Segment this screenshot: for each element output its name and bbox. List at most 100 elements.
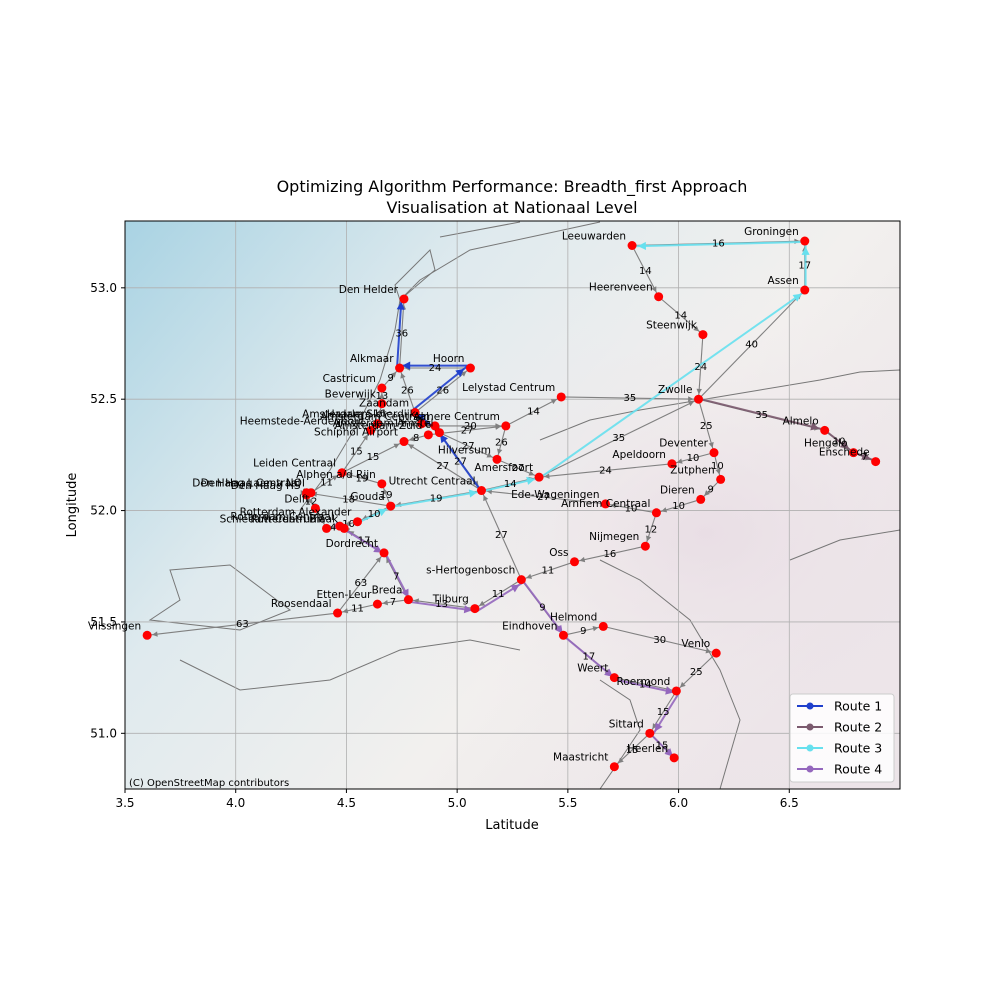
station-labels: Groningen Leeuwarden Assen Heerenveen Den He… — [88, 226, 870, 764]
route-arrowhead — [664, 748, 674, 757]
y-axis-label: Longitude — [65, 473, 80, 538]
edge-weight-label: 9 — [580, 626, 586, 637]
edge-weight-label: 14 — [527, 406, 540, 417]
station-label-helmond: Helmond — [550, 611, 597, 623]
edge-lelystad-centrum-zwolle — [561, 396, 699, 400]
edge-amersfoort-zwolle — [538, 398, 699, 478]
edge-arrowhead — [408, 436, 415, 442]
edge-weight-label: 25 — [700, 421, 713, 432]
station-lelystad-centrum — [556, 392, 566, 402]
station-gouda — [386, 501, 396, 511]
edge-arrowhead — [544, 473, 550, 479]
station-label-zutphen: Zutphen — [670, 464, 714, 476]
edge-weight-label: 27 — [495, 530, 508, 541]
route-arrowhead — [373, 544, 383, 553]
edge-weight-label: 30 — [653, 635, 666, 646]
station-label-zaandam: Zaandam — [359, 398, 409, 410]
station-almere-centrum — [501, 421, 511, 431]
edge-weight-label: 11 — [320, 478, 333, 489]
edge-arrowhead — [495, 424, 501, 430]
station-label-utrecht-centraal: Utrecht Centraal — [389, 476, 476, 488]
edge-weight-label: 14 — [639, 679, 652, 690]
station-beverwijk — [377, 399, 387, 409]
station-vlissingen — [142, 630, 152, 640]
edge-weight-label: 27 — [461, 425, 474, 436]
station-label-heerlen: Heerlen — [627, 743, 668, 755]
edge-weight-label: 8 — [413, 433, 419, 444]
edge-weight-label: 12 — [305, 497, 318, 508]
route-arrowhead — [604, 668, 613, 677]
station-castricum — [377, 383, 387, 393]
edge-arrowhead — [486, 452, 493, 458]
route-arrowhead — [637, 241, 646, 251]
station-label-arnhem-centraal: Arnhem Centraal — [561, 498, 650, 510]
station-assen — [800, 285, 810, 295]
station-label-lelystad-centrum: Lelystad Centrum — [462, 382, 555, 394]
station-hoorn — [465, 363, 475, 373]
edge-nijmegen-oss — [574, 545, 646, 563]
station-groningen — [800, 236, 810, 246]
edge-weight-label: 20 — [464, 421, 477, 432]
edge-gouda-den-haag-centraal — [306, 492, 391, 507]
edge-weight-label: 11 — [492, 589, 505, 600]
edge-weert-roermond — [614, 677, 677, 692]
station-label-oss: Oss — [549, 547, 568, 559]
station-venlo — [711, 648, 721, 658]
edge-arrowhead — [152, 631, 158, 637]
edge-arrowhead — [550, 399, 557, 405]
edge-helmond-venlo — [603, 625, 717, 654]
edge-weight-label: 27 — [462, 441, 475, 452]
edge-arrowhead — [408, 444, 415, 450]
edge-arrowhead — [319, 518, 325, 525]
edge-steenwijk-zwolle — [697, 334, 704, 400]
station-label-sittard: Sittard — [609, 718, 644, 730]
station-den-haag-hs — [302, 490, 312, 500]
edge-weight-label: 24 — [429, 363, 442, 374]
edge-arrowhead — [528, 470, 535, 476]
x-tick-label: 6.0 — [669, 796, 688, 810]
station-leiden-centraal — [337, 468, 347, 478]
edge-arrowhead — [379, 393, 385, 399]
route-arrowhead — [665, 686, 674, 695]
station-arnhem-centraal — [651, 508, 661, 518]
route-arrowhead — [654, 722, 663, 732]
x-tick-label: 4.0 — [226, 796, 245, 810]
edge-arrowhead — [390, 371, 397, 378]
edge-weight-label: 9 — [539, 602, 545, 613]
legend-box — [789, 693, 895, 783]
station-nijmegen — [640, 541, 650, 551]
edge-weight-label: 16 — [373, 409, 386, 420]
station-label-deventer: Deventer — [659, 438, 708, 450]
station-haarlem — [372, 419, 382, 429]
edge-arrowhead — [610, 502, 617, 509]
station-amsterdam-centraal — [430, 421, 440, 431]
coastline — [148, 221, 900, 789]
edge-arrowhead — [526, 573, 533, 579]
route-arrowhead — [396, 301, 405, 310]
station-label-vlissingen: Vlissingen — [88, 620, 141, 632]
station-amsterdam-amstel — [434, 428, 444, 438]
edge-weight-label: 26 — [401, 385, 414, 396]
edge-arrowhead — [688, 396, 694, 402]
route-arrowhead — [792, 293, 802, 302]
edge-arrowhead — [592, 625, 599, 632]
grid — [124, 221, 900, 789]
station-label-den-haag-hs: Den Haag HS — [231, 480, 301, 492]
edge-weight-label: 9 — [707, 484, 713, 495]
station-label-leiden-centraal: Leiden Centraal — [253, 458, 336, 470]
edge-weight-label: 17 — [583, 651, 596, 662]
station-label-eindhoven: Eindhoven — [502, 620, 557, 632]
edge-arrowhead — [708, 441, 714, 448]
route-arrowhead — [510, 584, 520, 593]
edge-arrowhead — [383, 488, 389, 495]
edge-weight-label: 27 — [537, 492, 550, 503]
edge-weight-label: 63 — [236, 619, 249, 630]
station-deventer — [709, 448, 719, 458]
edge-weight-label: 25 — [690, 667, 703, 678]
route-arrowhead — [861, 452, 871, 460]
station-label-amsterdam-centraal: Amsterdam Centraal — [320, 411, 429, 423]
route-arrowhead — [810, 422, 820, 431]
station-label-s-hertogenbosch: s-Hertogenbosch — [426, 565, 515, 577]
edge-weight-label: 10 — [672, 501, 685, 512]
